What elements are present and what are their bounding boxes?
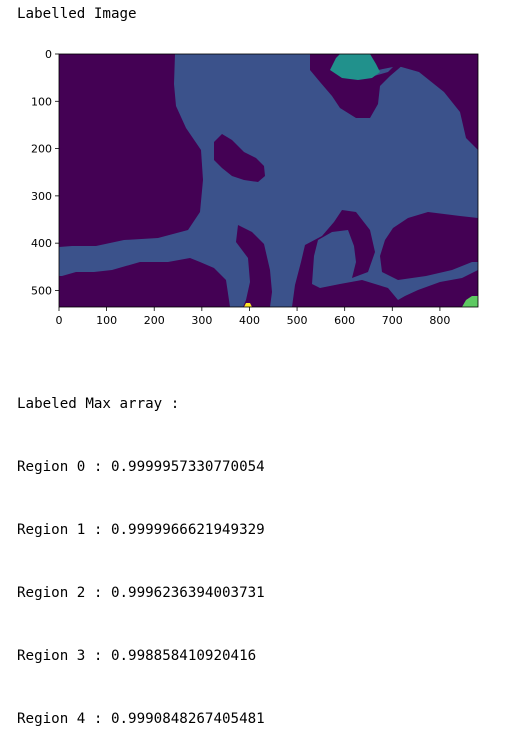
x-tick-label: 0 (56, 314, 63, 327)
x-tick-label: 700 (382, 314, 403, 327)
region-0-blob-left (214, 134, 265, 182)
y-tick-label: 0 (45, 48, 52, 61)
y-tick-label: 400 (31, 237, 52, 250)
y-tick-label: 200 (31, 143, 52, 156)
max-array-output: Labeled Max array : Region 0 : 0.9999957… (17, 352, 265, 751)
x-tick-label: 500 (287, 314, 308, 327)
plot-frame (58, 53, 479, 308)
region-line: Region 1 : 0.9999966621949329 (17, 522, 265, 538)
region-0-corner-top-right (430, 54, 478, 110)
region-line: Region 0 : 0.9999957330770054 (17, 459, 265, 475)
max-array-header: Labeled Max array : (17, 396, 180, 412)
x-tick-label: 100 (96, 314, 117, 327)
region-3 (462, 296, 478, 307)
region-line: Region 4 : 0.9990848267405481 (17, 711, 265, 727)
y-tick-label: 500 (31, 284, 52, 297)
x-tick-label: 400 (239, 314, 260, 327)
x-tick-label: 200 (144, 314, 165, 327)
x-axis: 0 100 200 300 400 500 600 700 800 (56, 307, 450, 327)
labelled-image-plot: 0 100 200 300 400 500 600 700 800 0 100 200 300 400 5… (31, 48, 479, 327)
output-title: Labelled Image (17, 6, 137, 22)
region-line: Region 2 : 0.9996236394003731 (17, 585, 265, 601)
region-line: Region 3 : 0.998858410920416 (17, 648, 257, 664)
y-tick-label: 100 (31, 95, 52, 108)
region-1 (59, 54, 478, 307)
region-4 (244, 303, 252, 307)
label-image (59, 54, 478, 307)
x-tick-label: 300 (191, 314, 212, 327)
y-tick-label: 300 (31, 190, 52, 203)
region-2 (330, 54, 380, 80)
x-tick-label: 800 (429, 314, 450, 327)
y-axis: 0 100 200 300 400 500 (31, 48, 59, 297)
x-tick-label: 600 (334, 314, 355, 327)
